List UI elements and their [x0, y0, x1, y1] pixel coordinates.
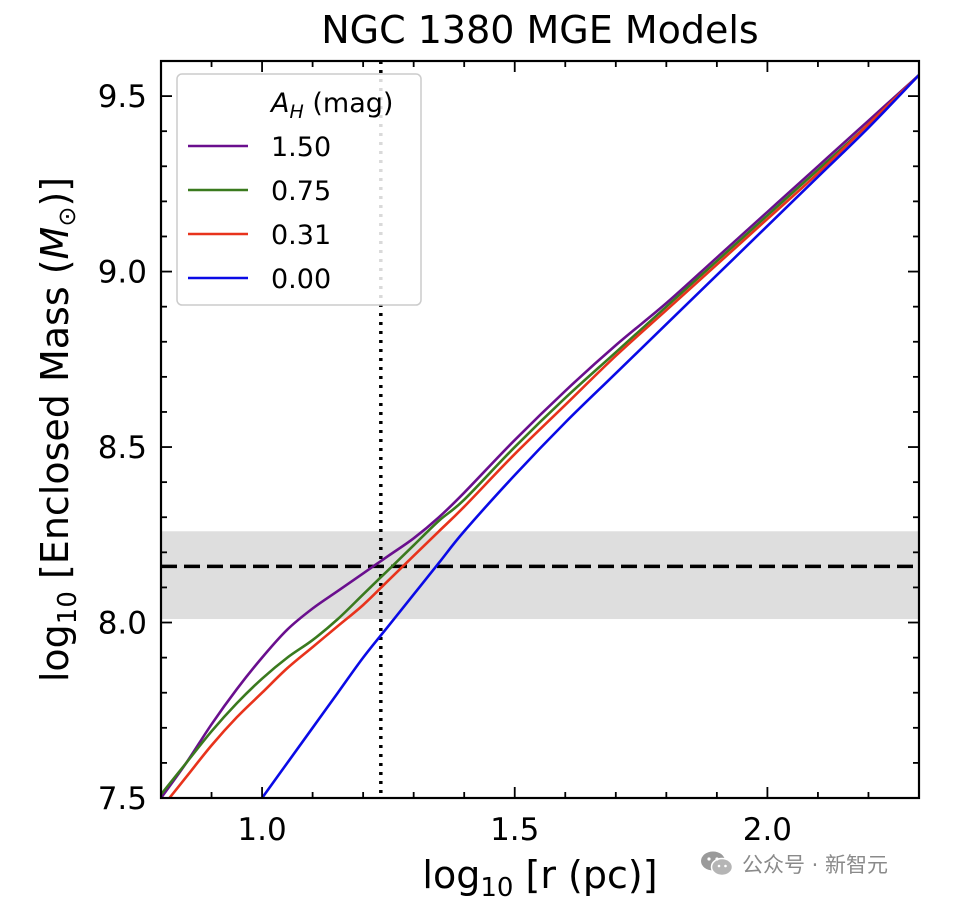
x-axis-label: log10 [r (pc)]	[422, 853, 657, 903]
y-tick-label: 8.0	[98, 606, 147, 642]
series-line-0.75	[161, 74, 919, 796]
y-tick-label: 9.5	[98, 79, 147, 115]
legend-label-0.00: 0.00	[271, 264, 331, 295]
y-tick-label: 9.0	[98, 255, 147, 291]
legend-label-1.50: 1.50	[271, 132, 331, 163]
watermark-text: 公众号 · 新智元	[742, 853, 889, 877]
x-tick-label: 2.0	[743, 812, 792, 848]
x-tick-label: 1.5	[490, 812, 539, 848]
watermark: 公众号 · 新智元	[700, 846, 888, 882]
wechat-icon	[701, 851, 734, 877]
x-tick-label: 1.0	[237, 812, 286, 848]
y-tick-label: 7.5	[98, 781, 147, 817]
series-line-0.00	[261, 74, 919, 798]
series-line-1.50	[161, 74, 919, 798]
plot-frame	[159, 59, 921, 800]
y-tick-label: 8.5	[98, 430, 147, 466]
plot-area	[161, 61, 919, 798]
y-axis-label: log10 [Enclosed Mass (M⊙)]	[33, 177, 83, 682]
legend-label-0.75: 0.75	[271, 176, 331, 207]
uncertainty-band	[161, 531, 919, 620]
legend-title: AH (mag)	[269, 88, 393, 123]
series-line-0.31	[167, 74, 919, 798]
chart-title: NGC 1380 MGE Models	[321, 8, 758, 52]
legend-label-0.31: 0.31	[271, 220, 331, 251]
legend-box	[176, 73, 422, 306]
